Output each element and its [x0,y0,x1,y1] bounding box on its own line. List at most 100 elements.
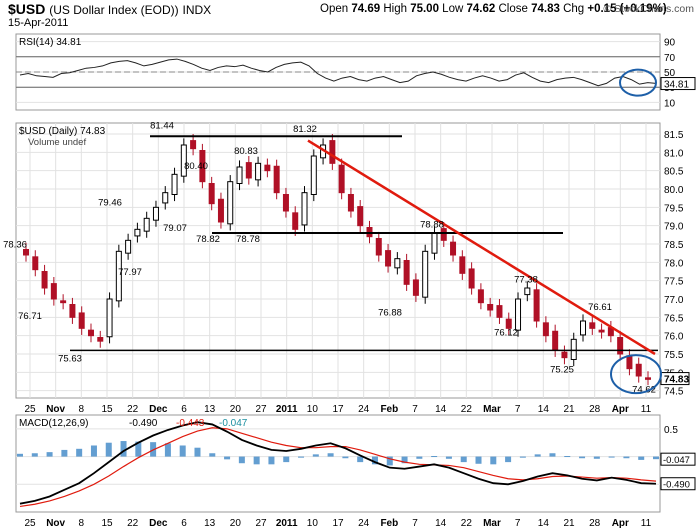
candle-body [134,228,141,237]
candle-body [32,256,39,271]
candle-body [524,287,531,296]
candle-body [245,162,252,179]
price-tick-label: 76.0 [664,332,684,343]
symbol-name: (US Dollar Index (EOD)) [49,3,179,17]
quote-line: Open 74.69 High 75.00 Low 74.62 Close 74… [320,3,667,15]
macd-histogram-bar [298,456,305,458]
candle-body [255,162,262,181]
price-x-tick: Nov [46,404,65,415]
price-x-tick: 15 [101,404,113,415]
price-x-tick: Apr [612,404,629,415]
price-annotation: 75.25 [550,364,574,375]
candle-body [626,355,633,370]
close-value: 74.83 [531,3,560,15]
macd-legend-signal: -0.443 [176,418,205,429]
macd-x-tick: Mar [483,518,501,529]
price-annotation: 78.82 [196,234,220,245]
candle-body [394,258,401,269]
macd-x-tick: 17 [332,518,344,529]
price-tick-label: 78.5 [664,240,684,251]
price-tick-label: 80.5 [664,167,684,178]
candle-body [533,289,540,322]
candle-body [570,338,577,361]
high-label: High [383,3,407,15]
macd-legend-macd: -0.490 [129,418,158,429]
macd-x-tick: 8 [79,518,85,529]
macd-histogram-bar [164,443,171,457]
macd-x-tick: Nov [46,518,65,529]
price-x-tick: 28 [589,404,601,415]
price-annotation: 78.36 [3,240,27,251]
price-annotation: 79.46 [98,198,122,209]
price-tick-label: 80.0 [664,185,684,196]
close-label: Close [498,3,528,15]
price-tick-label: 77.5 [664,277,684,288]
macd-histogram-bar [76,448,83,457]
macd-histogram-bar [371,456,378,465]
candle-body [468,268,475,289]
macd-x-tick: 2011 [276,518,298,529]
candle-body [180,144,187,177]
macd-x-tick: 14 [435,518,447,529]
price-x-tick: 7 [515,404,521,415]
candle-body [589,322,596,329]
macd-histogram-bar [105,442,112,457]
price-x-tick: 7 [412,404,418,415]
price-x-tick: 10 [307,404,319,415]
macd-x-tick: Apr [612,518,629,529]
low-label: Low [442,3,464,15]
price-annotation: 76.61 [588,302,612,313]
price-annotation: 78.78 [236,234,260,245]
macd-histogram-bar [416,456,423,459]
candle-body [125,239,132,254]
macd-histogram-bar [593,456,600,459]
macd-legend-title: MACD(12,26,9) [19,418,88,429]
price-tick-label: 81.0 [664,148,684,159]
candle-body [227,181,234,225]
macd-histogram-bar [519,456,526,458]
candle-body [217,198,224,223]
price-tick-label: 74.5 [664,387,684,398]
candle-body [505,318,512,329]
candle-body [41,271,48,289]
macd-line [19,421,657,505]
macd-histogram-bar [653,456,659,460]
candle-body [329,140,336,164]
price-x-tick: 21 [563,404,575,415]
volume-legend: Volume undef [28,137,86,148]
symbol: $USD [8,1,46,17]
candle-body [171,173,178,195]
rsi-highlight-circle [619,68,657,97]
macd-histogram-bar [638,456,645,460]
candle-body [301,192,308,226]
macd-histogram-bar [17,453,23,457]
macd-histogram-bar [283,456,290,463]
candle-body [199,150,206,183]
price-tick-label: 78.0 [664,258,684,269]
price-x-tick: 22 [127,404,139,415]
candle-body [97,337,104,342]
price-tick-label: 81.5 [664,130,684,141]
exchange: INDX [182,3,212,17]
price-tick-label: 77.0 [664,295,684,306]
candle-body [431,232,438,254]
candle-body [106,298,113,338]
macd-histogram-bar [357,456,364,463]
price-x-tick: 14 [538,404,550,415]
macd-x-tick: 28 [589,518,601,529]
candle-body [208,183,215,205]
price-annotation: 76.71 [18,311,42,322]
price-x-tick: 17 [332,404,344,415]
macd-legend-histogram: -0.047 [219,418,248,429]
macd-x-tick: 27 [255,518,267,529]
price-x-tick: 11 [641,404,652,415]
candle-body [496,305,503,318]
price-tick-label: 75.5 [664,350,684,361]
price-annotation: 78.88 [420,220,444,231]
macd-x-tick: 11 [641,518,652,529]
rsi-last-value-box [660,77,696,91]
macd-x-tick: 22 [127,518,139,529]
candle-body [78,312,85,329]
price-annotation: 80.40 [184,161,208,172]
